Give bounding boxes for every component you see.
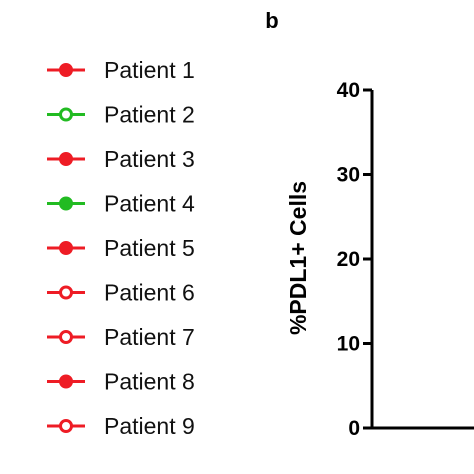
- y-tick-label: 40: [337, 79, 360, 102]
- y-tick-label: 30: [337, 164, 360, 187]
- y-ticks: 0 10 20 30 40: [337, 79, 372, 440]
- legend-item: Patient 5: [47, 235, 195, 261]
- legend-label: Patient 6: [104, 280, 195, 306]
- legend-marker: [59, 107, 73, 122]
- legend-label: Patient 4: [104, 191, 195, 217]
- legend-marker: [59, 285, 73, 300]
- legend-item: Patient 1: [47, 57, 195, 83]
- legend-marker: [59, 419, 73, 433]
- y-tick-label: 0: [348, 417, 360, 440]
- panel-label: b: [265, 8, 278, 33]
- y-axis: [370, 90, 474, 430]
- legend-label: Patient 5: [104, 235, 195, 261]
- legend: Patient 1 Patient 2 Patient 3 Patient 4 Pati…: [47, 57, 195, 439]
- legend-marker: [59, 330, 73, 344]
- y-tick-label: 10: [337, 333, 360, 356]
- legend-marker: [59, 374, 73, 389]
- legend-item: Patient 6: [47, 280, 195, 306]
- y-tick-label: 20: [337, 248, 360, 271]
- legend-item: Patient 7: [47, 324, 195, 350]
- legend-label: Patient 2: [104, 102, 195, 128]
- legend-label: Patient 1: [104, 57, 195, 83]
- legend-marker: [59, 196, 73, 211]
- legend-label: Patient 3: [104, 146, 195, 172]
- legend-item: Patient 3: [47, 146, 195, 172]
- legend-marker: [59, 63, 73, 77]
- legend-item: Patient 9: [47, 413, 195, 439]
- legend-item: Patient 2: [47, 102, 195, 128]
- legend-label: Patient 9: [104, 413, 195, 439]
- legend-marker: [59, 241, 73, 255]
- legend-item: Patient 8: [47, 369, 195, 395]
- legend-label: Patient 8: [104, 369, 195, 395]
- legend-marker: [59, 152, 73, 166]
- legend-label: Patient 7: [104, 324, 195, 350]
- legend-item: Patient 4: [47, 191, 195, 217]
- y-axis-title: %PDL1+ Cells: [285, 181, 311, 335]
